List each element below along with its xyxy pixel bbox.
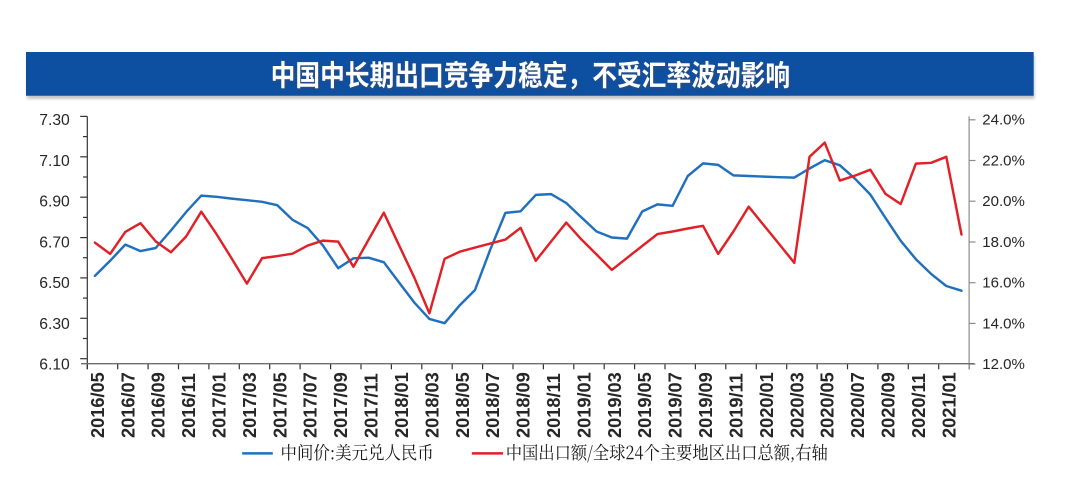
svg-text:2021/01: 2021/01 — [939, 372, 959, 438]
svg-text:2017/11: 2017/11 — [362, 373, 382, 438]
svg-text:2019/01: 2019/01 — [574, 372, 594, 438]
svg-text:2016/09: 2016/09 — [149, 372, 169, 438]
svg-text:12.0%: 12.0% — [982, 356, 1025, 373]
svg-text:20.0%: 20.0% — [982, 193, 1025, 210]
svg-text:2020/01: 2020/01 — [757, 372, 777, 438]
svg-text:2017/03: 2017/03 — [240, 372, 260, 438]
svg-text:2018/05: 2018/05 — [453, 372, 473, 438]
svg-text:6.10: 6.10 — [39, 357, 70, 374]
svg-text:2019/11: 2019/11 — [726, 373, 746, 438]
svg-text:2020/11: 2020/11 — [909, 373, 929, 438]
svg-text:6.90: 6.90 — [39, 194, 70, 211]
svg-text:2018/11: 2018/11 — [544, 373, 564, 438]
svg-text:2019/05: 2019/05 — [635, 372, 655, 438]
svg-text:2020/07: 2020/07 — [848, 372, 868, 438]
svg-text:2020/09: 2020/09 — [879, 372, 899, 438]
svg-text:6.30: 6.30 — [39, 316, 70, 333]
svg-text:6.50: 6.50 — [39, 275, 70, 292]
svg-text:2016/07: 2016/07 — [118, 372, 138, 438]
svg-text:7.10: 7.10 — [39, 153, 70, 170]
svg-text:24.0%: 24.0% — [982, 112, 1025, 129]
svg-text:6.70: 6.70 — [39, 234, 70, 251]
svg-text:2016/11: 2016/11 — [179, 373, 199, 438]
svg-text:2018/03: 2018/03 — [422, 372, 442, 438]
svg-text:18.0%: 18.0% — [982, 234, 1025, 251]
svg-text:2018/01: 2018/01 — [392, 372, 412, 438]
svg-text:2017/09: 2017/09 — [331, 372, 351, 438]
svg-text:22.0%: 22.0% — [982, 152, 1025, 169]
svg-text:2019/07: 2019/07 — [666, 372, 686, 438]
svg-text:2017/05: 2017/05 — [270, 372, 290, 438]
svg-text:2020/03: 2020/03 — [787, 372, 807, 438]
svg-text:2019/03: 2019/03 — [605, 372, 625, 438]
svg-text:2020/05: 2020/05 — [818, 372, 838, 438]
svg-text:2018/09: 2018/09 — [514, 372, 534, 438]
svg-text:2017/01: 2017/01 — [210, 372, 230, 438]
svg-text:16.0%: 16.0% — [982, 275, 1025, 292]
svg-text:2016/05: 2016/05 — [88, 372, 108, 438]
svg-text:14.0%: 14.0% — [982, 315, 1025, 332]
svg-text:2018/07: 2018/07 — [483, 372, 503, 438]
svg-text:2017/07: 2017/07 — [301, 372, 321, 438]
svg-text:7.30: 7.30 — [39, 112, 70, 129]
svg-text:2019/09: 2019/09 — [696, 372, 716, 438]
